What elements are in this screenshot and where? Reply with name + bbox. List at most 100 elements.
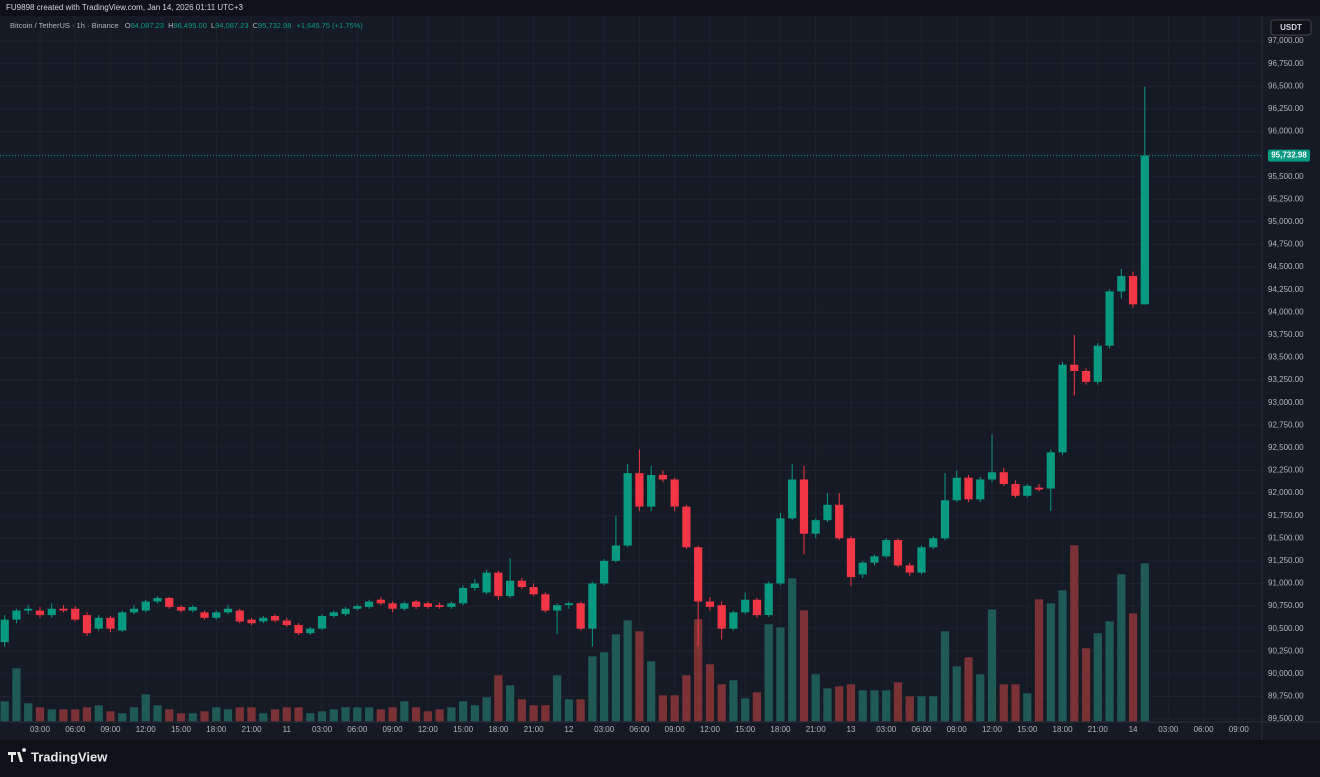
candle-body — [1058, 364, 1067, 453]
candle-body — [811, 520, 820, 534]
volume-bar — [212, 707, 221, 722]
volume-bar — [447, 707, 456, 722]
candle-body — [658, 474, 668, 480]
candle-body — [1046, 452, 1055, 489]
volume-bar — [835, 686, 844, 722]
volume-bar — [270, 709, 280, 722]
volume-bar — [764, 624, 773, 722]
x-tick-label: 18:00 — [1053, 725, 1074, 734]
header: FU9898 created with TradingView.com, Jan… — [6, 3, 244, 12]
volume-bar — [553, 675, 562, 722]
candle-body — [423, 603, 432, 607]
x-tick-label: 03:00 — [30, 725, 51, 734]
candle-body — [212, 612, 221, 618]
volume-bar — [247, 707, 256, 722]
volume-bar — [1058, 590, 1067, 722]
logo-icon — [8, 748, 27, 762]
candle-body — [635, 473, 644, 507]
candle-body — [247, 619, 256, 624]
volume-bar — [600, 652, 609, 722]
x-tick-label: 21:00 — [1088, 725, 1109, 734]
volume-bar — [611, 634, 621, 722]
volume-bar — [59, 709, 68, 722]
x-tick-label: 15:00 — [171, 725, 192, 734]
legend-o: 94,087.23 — [131, 21, 164, 30]
volume-bar — [223, 709, 233, 722]
volume-bar — [364, 707, 374, 722]
volume-bar — [94, 705, 103, 722]
candle-body — [176, 606, 186, 611]
candle-body — [259, 617, 268, 622]
y-tick-label: 90,000.00 — [1268, 669, 1304, 678]
candle-body — [376, 599, 385, 604]
volume-bar — [882, 690, 891, 722]
candle-body — [623, 473, 632, 546]
volume-bar — [1140, 563, 1149, 722]
x-tick-label: 09:00 — [100, 725, 121, 734]
volume-bar — [1070, 545, 1079, 722]
volume-bar — [12, 668, 21, 722]
x-tick-label: 06:00 — [629, 725, 650, 734]
candle-body — [47, 608, 56, 616]
volume-bar — [400, 701, 409, 722]
candle-body — [388, 603, 397, 609]
y-tick-label: 95,500.00 — [1268, 172, 1304, 181]
volume-bar — [411, 707, 421, 722]
volume-bar — [870, 690, 879, 722]
volume-bar — [118, 713, 127, 722]
currency[interactable]: USDT — [1280, 23, 1302, 32]
candle-body — [447, 603, 456, 607]
last-price-label: 95,732.98 — [1271, 151, 1307, 160]
candle-body — [893, 540, 903, 566]
x-tick-label: 06:00 — [65, 725, 86, 734]
candle-body — [470, 583, 479, 588]
volume-bar — [482, 697, 491, 722]
candle-body — [1081, 371, 1091, 382]
candle-body — [952, 477, 961, 501]
candle-body — [12, 610, 21, 620]
x-tick-label: 11 — [283, 725, 292, 734]
candle-body — [835, 504, 844, 539]
currency-button[interactable] — [1270, 19, 1312, 36]
last-price-tag — [1268, 149, 1310, 162]
volume-bar — [846, 684, 856, 722]
y-tick-label: 92,500.00 — [1268, 443, 1304, 452]
candle-body — [600, 560, 609, 584]
volume-bar — [47, 709, 56, 722]
y-tick-label: 91,000.00 — [1268, 579, 1304, 588]
candle-body — [317, 615, 327, 629]
volume-bar — [964, 657, 973, 722]
volume-bar — [176, 713, 186, 722]
volume-bar — [917, 696, 926, 722]
candle-body — [1093, 345, 1102, 382]
symbol: Bitcoin / TetherUS · 1h · Binance — [10, 21, 119, 30]
volume-bar — [799, 610, 809, 722]
candle-body — [188, 606, 197, 611]
volume-bar — [811, 674, 820, 722]
candle-body — [106, 617, 115, 629]
candle-body — [482, 572, 491, 593]
candle-body — [364, 601, 374, 607]
candle-body — [0, 619, 9, 643]
volume-bar — [1105, 621, 1114, 722]
x-tick-label: 15:00 — [453, 725, 474, 734]
volume-bar — [940, 631, 950, 722]
logo: TradingView — [31, 749, 108, 764]
x-tick-label: 12:00 — [700, 725, 721, 734]
y-tick-label: 96,750.00 — [1268, 59, 1304, 68]
candle-body — [1011, 484, 1020, 496]
legend-o-prefix: O — [125, 21, 131, 30]
y-tick-label: 89,750.00 — [1268, 692, 1304, 701]
volume-bar — [353, 707, 362, 722]
candle-body — [94, 617, 103, 629]
y-tick-label: 94,750.00 — [1268, 240, 1304, 249]
volume-bar — [282, 707, 291, 722]
y-tick-label: 94,250.00 — [1268, 285, 1304, 294]
x-tick-label: 21:00 — [524, 725, 545, 734]
y-tick-label: 93,500.00 — [1268, 353, 1304, 362]
volume-bar — [306, 713, 315, 722]
volume-bar — [1128, 613, 1138, 722]
volume-bar — [729, 680, 738, 722]
candle-body — [411, 601, 421, 607]
candle-body — [564, 603, 573, 606]
